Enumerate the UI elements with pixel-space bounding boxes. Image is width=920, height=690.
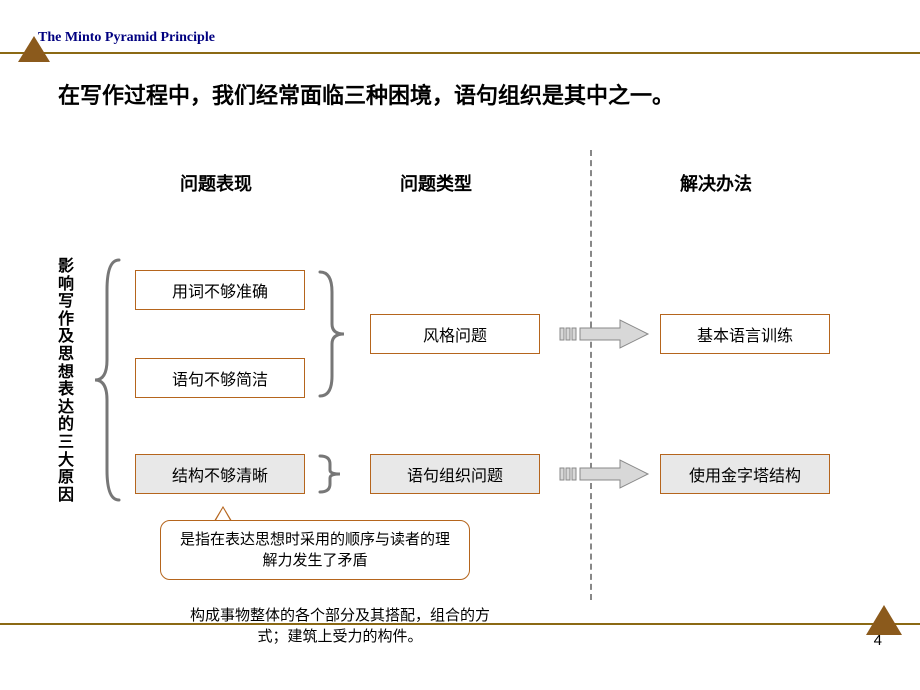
triangle-left-icon <box>18 36 50 62</box>
header-title: The Minto Pyramid Principle <box>38 30 215 46</box>
solution-box-1: 基本语言训练 <box>660 314 830 354</box>
column-header-3: 解决办法 <box>680 170 752 196</box>
rule-bottom <box>0 623 920 625</box>
rule-top <box>0 52 920 54</box>
column-header-2: 问题类型 <box>400 170 472 196</box>
footnote-text: 构成事物整体的各个部分及其搭配，组合的方式；建筑上受力的构件。 <box>180 605 500 647</box>
brace-big <box>95 260 125 500</box>
type-box-1: 风格问题 <box>370 314 540 354</box>
column-header-1: 问题表现 <box>180 170 252 196</box>
triangle-right-icon <box>866 605 902 635</box>
vertical-label: 影响写作及思想表达的三大原因 <box>56 258 76 504</box>
problem-box-3: 结构不够清晰 <box>135 454 305 494</box>
solution-box-2: 使用金字塔结构 <box>660 454 830 494</box>
type-box-2: 语句组织问题 <box>370 454 540 494</box>
arrow-2 <box>560 458 650 490</box>
brace-small-2 <box>320 456 350 492</box>
vertical-divider <box>590 150 592 600</box>
callout-box: 是指在表达思想时采用的顺序与读者的理解力发生了矛盾 <box>160 520 470 580</box>
main-heading: 在写作过程中，我们经常面临三种困境，语句组织是其中之一。 <box>58 78 674 110</box>
brace-small-1 <box>320 272 350 396</box>
problem-box-1: 用词不够准确 <box>135 270 305 310</box>
arrow-1 <box>560 318 650 350</box>
problem-box-2: 语句不够简洁 <box>135 358 305 398</box>
page-number: 4 <box>874 632 882 649</box>
